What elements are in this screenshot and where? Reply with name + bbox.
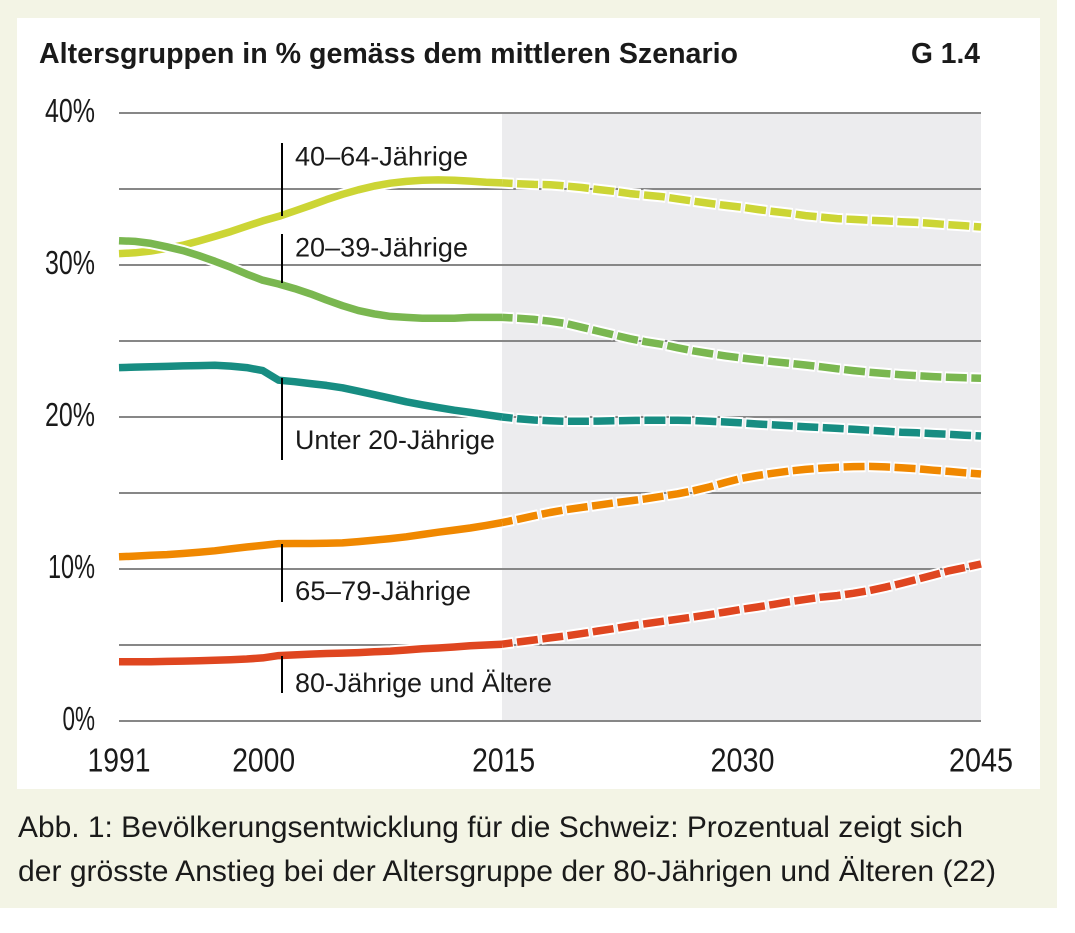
- svg-text:der grösste Anstieg bei der Al: der grösste Anstieg bei der Altersgruppe…: [18, 855, 996, 888]
- svg-text:2000: 2000: [232, 742, 295, 779]
- svg-text:20%: 20%: [45, 396, 95, 433]
- svg-text:40–64-Jährige: 40–64-Jährige: [295, 142, 468, 172]
- svg-text:G 1.4: G 1.4: [911, 38, 980, 70]
- svg-text:20–39-Jährige: 20–39-Jährige: [295, 233, 468, 263]
- svg-text:Abb. 1: Bevölkerungsentwicklun: Abb. 1: Bevölkerungsentwicklung für die …: [18, 811, 963, 844]
- svg-text:80-Jährige und Ältere: 80-Jährige und Ältere: [295, 668, 552, 698]
- svg-text:10%: 10%: [48, 548, 95, 585]
- svg-text:2045: 2045: [949, 742, 1013, 779]
- svg-text:2015: 2015: [472, 742, 535, 779]
- svg-text:30%: 30%: [45, 244, 95, 281]
- svg-text:Altersgruppen in % gemäss dem: Altersgruppen in % gemäss dem mittleren …: [39, 38, 738, 70]
- svg-text:65–79-Jährige: 65–79-Jährige: [295, 576, 471, 606]
- svg-text:1991: 1991: [88, 742, 151, 779]
- svg-text:Unter 20-Jährige: Unter 20-Jährige: [295, 425, 495, 455]
- svg-text:0%: 0%: [63, 700, 96, 737]
- svg-text:40%: 40%: [45, 92, 95, 129]
- svg-text:2030: 2030: [711, 742, 775, 779]
